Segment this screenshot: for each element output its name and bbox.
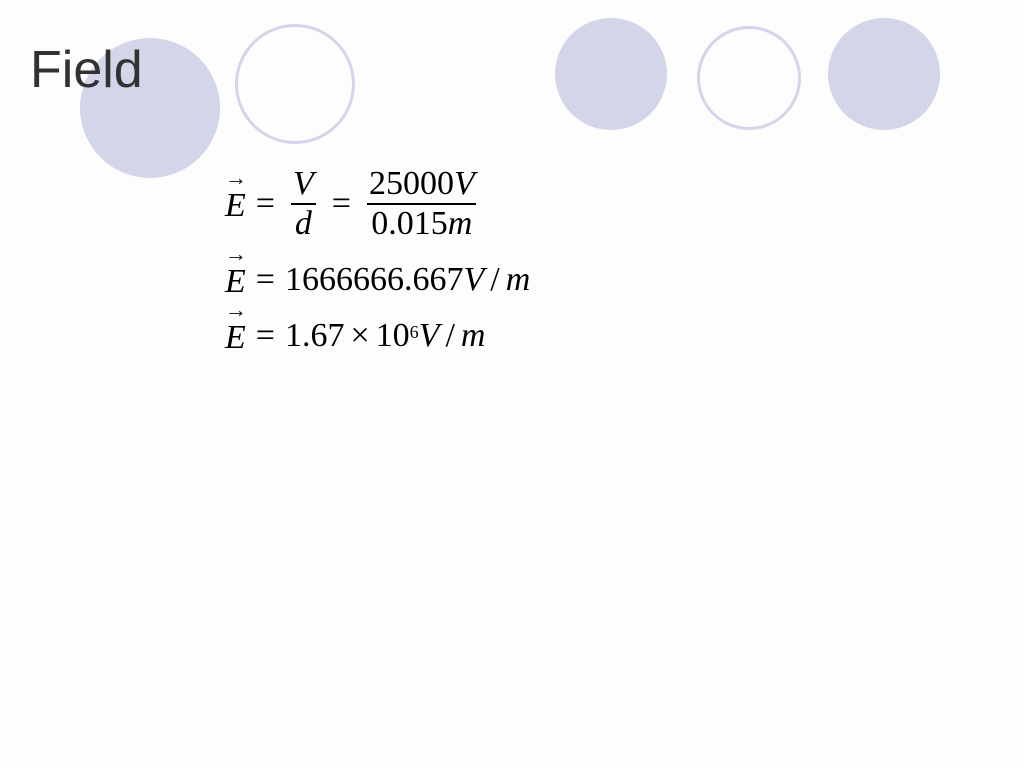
equals-sign: =	[332, 187, 351, 221]
denominator: 0.015m	[367, 203, 476, 243]
numerator: 25000V	[365, 165, 479, 203]
equation-block: E = V d = 25000V 0.015m E = 1666666.667 …	[225, 165, 530, 373]
value: 25000	[369, 165, 454, 202]
value: 1666666.667	[285, 263, 464, 297]
equals-sign: =	[256, 263, 275, 297]
unit-m: m	[506, 263, 531, 297]
denominator: d	[291, 203, 316, 243]
numerator: V	[289, 165, 318, 203]
equals-sign: =	[256, 187, 275, 221]
base: 10	[376, 319, 410, 353]
unit-m: m	[448, 205, 473, 242]
mantissa: 1.67	[285, 319, 345, 353]
circle-decor	[828, 18, 940, 130]
unit-V: V	[454, 165, 475, 202]
unit-V: V	[463, 263, 484, 297]
equation-line-1: E = V d = 25000V 0.015m	[225, 165, 530, 243]
vector-E: E	[225, 317, 246, 355]
slide-title: Field	[30, 40, 143, 100]
circle-decor	[555, 18, 667, 130]
vector-E: E	[225, 261, 246, 299]
decorative-circles	[0, 18, 1024, 178]
equation-line-3: E = 1.67 × 106 V / m	[225, 317, 530, 355]
unit-V: V	[419, 319, 440, 353]
fraction-V-over-d: V d	[289, 165, 318, 243]
unit-separator: /	[490, 263, 499, 297]
equation-line-2: E = 1666666.667 V / m	[225, 261, 530, 299]
value: 0.015	[371, 205, 448, 242]
circle-decor	[697, 26, 801, 130]
unit-separator: /	[445, 319, 454, 353]
unit-m: m	[461, 319, 486, 353]
fraction-numeric: 25000V 0.015m	[365, 165, 479, 243]
equals-sign: =	[256, 319, 275, 353]
exponent: 6	[410, 323, 419, 341]
circle-decor	[235, 24, 355, 144]
times-symbol: ×	[350, 319, 369, 353]
vector-E: E	[225, 185, 246, 223]
